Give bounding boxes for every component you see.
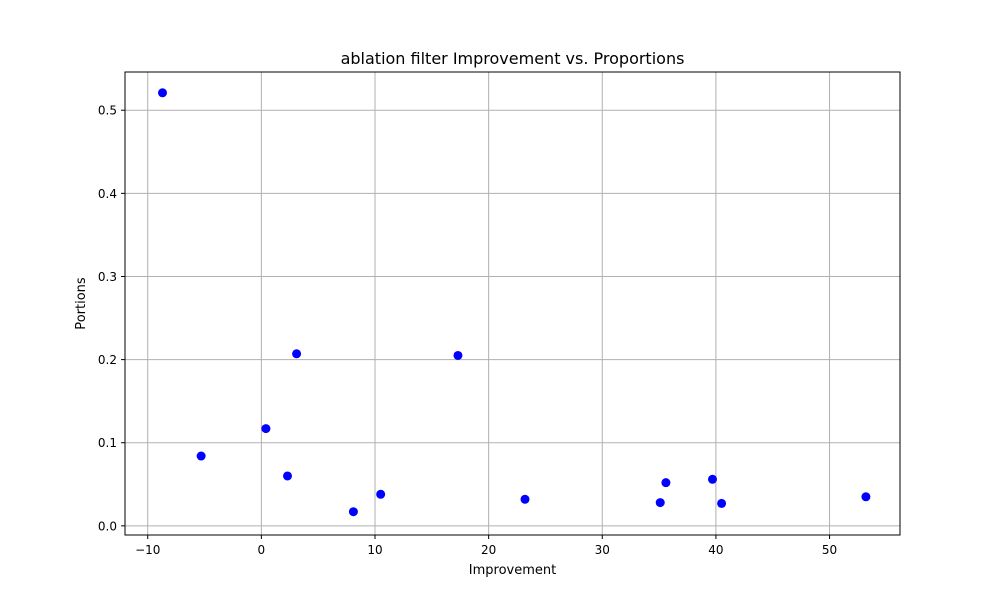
y-tick-label: 0.3 xyxy=(98,270,117,284)
scatter-point xyxy=(348,507,358,517)
y-tick-label: 0.1 xyxy=(98,436,117,450)
scatter-point xyxy=(283,471,292,481)
y-tick-label: 0.4 xyxy=(98,187,117,201)
y-axis-label: Portions xyxy=(74,277,89,330)
scatter-point xyxy=(158,88,167,98)
scatter-point xyxy=(717,498,727,508)
scatter-point xyxy=(453,350,463,360)
x-tick-label: 0 xyxy=(258,543,266,557)
chart-title: ablation filter Improvement vs. Proporti… xyxy=(341,49,685,68)
scatter-point xyxy=(261,424,271,434)
y-tick-label: 0.2 xyxy=(98,353,117,367)
scatter-point xyxy=(861,492,871,502)
x-tick-label: 20 xyxy=(481,543,496,557)
scatter-point xyxy=(196,451,206,461)
y-tick-label: 0.0 xyxy=(98,519,117,533)
x-axis-label: Improvement xyxy=(469,563,556,578)
scatter-point xyxy=(376,489,386,499)
scatter-point xyxy=(661,478,671,488)
scatter-point xyxy=(292,349,302,359)
scatter-point xyxy=(708,474,717,484)
x-tick-label: 10 xyxy=(367,543,382,557)
x-tick-label: 40 xyxy=(708,543,723,557)
x-tick-label: 30 xyxy=(595,543,610,557)
x-tick-label: 50 xyxy=(822,543,837,557)
plot-area-frame xyxy=(124,71,901,536)
scatter-point xyxy=(520,494,530,504)
y-tick-label: 0.5 xyxy=(98,104,117,118)
scatter-point xyxy=(655,498,665,508)
x-tick-label: −10 xyxy=(135,543,160,557)
grid-lines xyxy=(125,72,900,535)
axis-ticks: −10 0 10 20 30 40 50 0.0 0.1 0.2 0.3 0.4 0.5 xyxy=(98,104,837,557)
data-points xyxy=(158,88,871,517)
